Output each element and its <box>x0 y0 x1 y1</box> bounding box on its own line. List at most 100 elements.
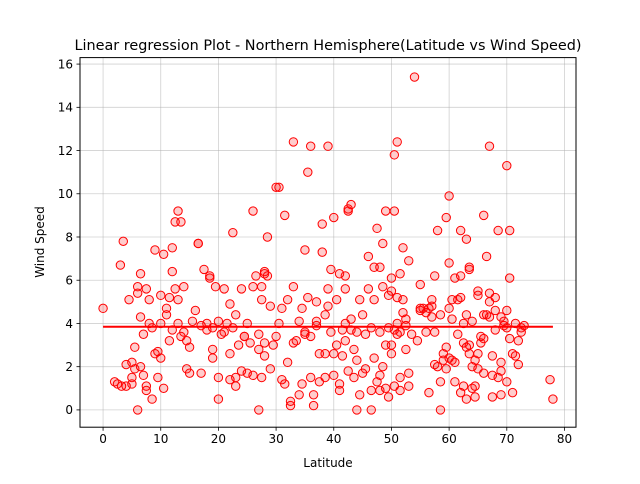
data-point <box>317 219 327 229</box>
data-point <box>479 310 489 320</box>
data-point <box>490 305 500 316</box>
data-point <box>205 271 215 281</box>
y-tick-label: 12 <box>58 144 73 158</box>
data-point <box>245 338 255 348</box>
data-point <box>455 292 466 303</box>
data-point <box>395 372 405 383</box>
data-point <box>360 329 371 339</box>
data-point <box>274 182 284 192</box>
data-point <box>271 331 281 342</box>
data-point <box>455 225 466 236</box>
data-point <box>404 381 414 391</box>
data-point <box>360 364 371 374</box>
data-point <box>352 327 362 337</box>
data-point <box>470 392 480 402</box>
data-point <box>297 303 307 314</box>
data-point <box>366 385 376 396</box>
data-point <box>513 359 524 370</box>
data-point <box>487 392 498 402</box>
data-point <box>213 316 224 326</box>
data-point <box>132 405 143 415</box>
data-point <box>464 264 475 275</box>
data-point <box>124 294 134 305</box>
data-point <box>207 353 218 363</box>
data-point <box>228 227 238 238</box>
data-point <box>311 297 322 307</box>
data-point <box>130 364 140 374</box>
data-point <box>453 329 463 339</box>
data-point <box>507 387 518 398</box>
data-point <box>490 292 500 303</box>
data-point <box>340 284 351 294</box>
data-point <box>225 299 235 309</box>
x-tick-label: 60 <box>441 432 456 446</box>
data-point <box>308 390 319 400</box>
data-point <box>444 303 454 314</box>
data-point <box>473 349 483 359</box>
data-point <box>179 327 189 337</box>
data-point <box>213 394 224 404</box>
data-point <box>300 329 310 339</box>
data-point <box>305 331 316 342</box>
data-point <box>519 320 529 331</box>
data-point <box>311 320 322 331</box>
data-point <box>248 282 258 292</box>
data-point <box>190 305 201 316</box>
data-point <box>282 294 293 305</box>
y-axis-label: Wind Speed <box>33 206 47 278</box>
data-point <box>496 390 506 400</box>
data-point <box>510 351 521 361</box>
data-point <box>548 394 558 404</box>
data-point <box>248 370 258 381</box>
data-point <box>300 245 310 255</box>
data-point <box>187 316 198 326</box>
data-point <box>502 323 512 333</box>
data-point <box>355 390 365 400</box>
data-point <box>323 141 333 151</box>
data-point <box>334 269 345 279</box>
data-point <box>441 364 451 374</box>
data-point <box>291 336 301 346</box>
data-point <box>331 294 342 305</box>
axis-layer: 0 10 20 30 40 50 60 70 80 0 2 4 6 8 10 12 14 16 <box>58 57 572 446</box>
data-point <box>294 390 304 400</box>
data-point <box>378 238 388 249</box>
data-point <box>184 342 195 352</box>
data-point <box>444 191 454 201</box>
data-point <box>147 394 157 404</box>
data-point <box>479 210 489 221</box>
data-point <box>161 303 172 314</box>
data-point <box>164 292 175 303</box>
data-point <box>228 323 238 333</box>
data-point <box>256 372 267 383</box>
data-point <box>153 372 163 383</box>
data-point <box>176 217 186 227</box>
data-point <box>545 374 555 385</box>
data-point <box>161 310 172 320</box>
y-tick-label: 10 <box>58 187 73 201</box>
data-point <box>236 284 247 294</box>
data-point <box>435 405 446 415</box>
data-point <box>378 282 388 292</box>
data-point <box>401 320 411 331</box>
data-point <box>441 342 451 352</box>
data-point <box>401 314 411 324</box>
data-point <box>199 264 209 275</box>
data-point <box>389 206 400 216</box>
x-tick-label: 80 <box>557 432 572 446</box>
data-point <box>282 357 293 368</box>
data-point <box>427 301 437 311</box>
data-point <box>320 349 330 359</box>
data-point <box>248 206 258 216</box>
data-point <box>334 379 345 389</box>
data-point <box>467 316 477 326</box>
data-point <box>184 368 195 378</box>
data-point <box>504 225 515 236</box>
data-point <box>461 394 472 404</box>
x-tick-label: 0 <box>99 432 107 446</box>
data-point <box>444 258 454 268</box>
data-point <box>496 366 506 376</box>
data-point <box>196 368 206 378</box>
data-point <box>331 340 342 350</box>
y-tick-label: 2 <box>65 360 73 374</box>
